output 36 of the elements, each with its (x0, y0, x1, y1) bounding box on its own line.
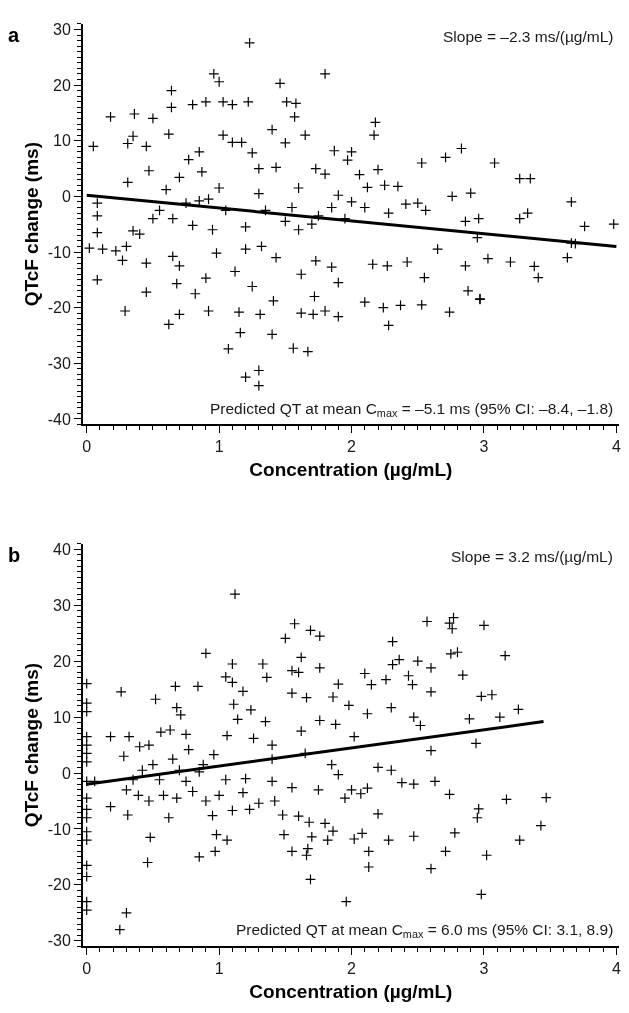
y-tick-label: 40 (52, 540, 71, 558)
x-tick-label: 2 (347, 960, 357, 978)
y-tick-label: -10 (47, 820, 71, 838)
y-axis-title: QTcF change (ms) (21, 662, 43, 828)
y-tick-label: 20 (52, 652, 71, 670)
y-tick-label: -40 (47, 410, 71, 428)
y-tick-label: -10 (47, 243, 71, 261)
x-tick-label: 2 (347, 438, 357, 456)
x-axis-title: Concentration (µg/mL) (249, 458, 453, 480)
x-tick-label: 4 (611, 960, 621, 978)
y-tick-label: -30 (47, 932, 71, 950)
y-tick-label: 20 (52, 76, 71, 94)
y-tick-label: 10 (52, 132, 71, 150)
y-tick-label: -30 (47, 354, 71, 372)
y-tick-label: -20 (47, 876, 71, 894)
annotation: Slope = –2.3 ms/(µg/mL) (443, 28, 614, 45)
y-tick-label: 30 (52, 596, 71, 614)
x-tick-label: 1 (214, 960, 224, 978)
annotation: Predicted QT at mean C$_{max}$ = 6.0 ms (95% CI: 3.1, 8.9) (236, 921, 614, 941)
x-tick-label: 1 (214, 438, 224, 456)
x-tick-label: 0 (82, 960, 92, 978)
y-tick-label: -20 (47, 299, 71, 317)
x-tick-label: 4 (611, 438, 621, 456)
text: a (8, 24, 20, 46)
x-tick-label: 0 (82, 438, 92, 456)
y-tick-label: 10 (52, 708, 71, 726)
annotation: Predicted QT at mean C$_{max}$ = –5.1 ms (95% CI: –8.4, –1.8) (210, 400, 614, 420)
annotation: Slope = 3.2 ms/(µg/mL) (451, 548, 613, 565)
x-tick-label: 3 (479, 438, 489, 456)
x-axis-title: Concentration (µg/mL) (249, 980, 453, 1002)
y-axis-title: QTcF change (ms) (21, 142, 43, 307)
x-tick-label: 3 (479, 960, 489, 978)
y-tick-label: 0 (61, 764, 71, 782)
y-tick-label: 30 (52, 21, 71, 39)
text: b (8, 544, 21, 566)
y-tick-label: 0 (61, 187, 71, 205)
